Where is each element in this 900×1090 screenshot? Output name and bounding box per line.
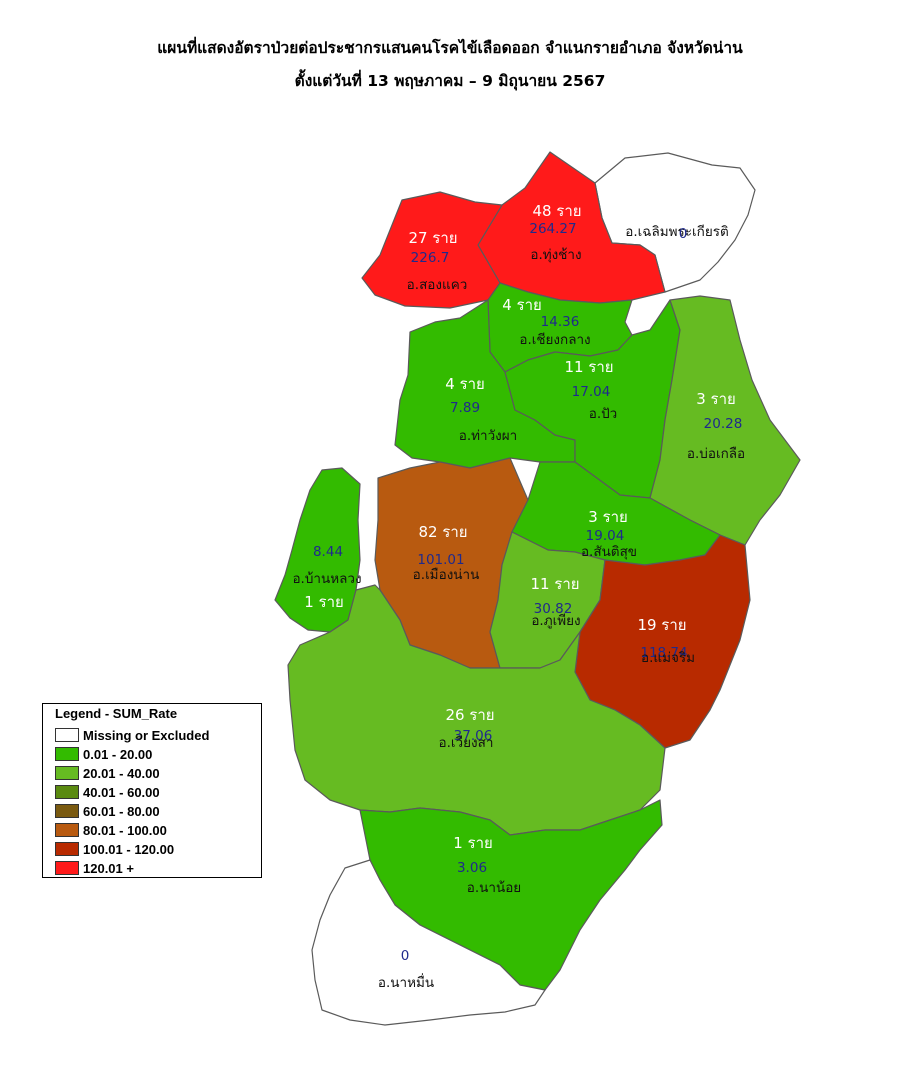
label-name-ban-luang: อ.บ้านหลวง [292,571,361,587]
label-rate-song-khwae: 226.7 [411,250,450,266]
label-count-santi-suk: 3 ราย [588,508,628,526]
legend-label: Missing or Excluded [83,727,210,743]
legend-swatch [55,842,79,856]
label-name-wiang-sa: อ.เวียงสา [439,735,494,751]
legend-label: 20.01 - 40.00 [83,765,160,781]
label-name-thung-chang: อ.ทุ่งช้าง [530,247,581,263]
legend-swatch [55,766,79,780]
legend-item: 80.01 - 100.00 [55,820,167,840]
label-count-pua: 11 ราย [564,358,613,376]
label-rate-ban-luang: 8.44 [313,544,343,560]
title-line-2: ตั้งแต่วันที่ 13 พฤษภาคม – 9 มิถุนายน 25… [294,72,606,90]
label-count-song-khwae: 27 ราย [408,229,457,247]
legend-swatch [55,728,79,742]
label-rate-bo-kluea: 20.28 [704,416,743,432]
label-count-na-noi: 1 ราย [453,834,493,852]
label-name-chiang-klang: อ.เชียงกลาง [519,332,590,348]
district-wiang-sa [287,584,666,836]
label-count-chiang-klang: 4 ราย [502,296,542,314]
label-rate-na-muen: 0 [401,948,410,964]
legend-swatch [55,823,79,837]
map-title: แผนที่แสดงอัตราป่วยต่อประชากรแสนคนโรคไข้… [0,32,900,98]
legend-item: 60.01 - 80.00 [55,801,160,821]
district-ban-luang [274,467,361,633]
legend-swatch [55,804,79,818]
label-name-phu-phiang: อ.ภูเพียง [531,613,580,629]
label-rate-thung-chang: 264.27 [529,221,576,237]
label-name-song-khwae: อ.สองแคว [407,277,468,293]
label-count-mueang-nan: 82 ราย [418,523,467,541]
legend-item: 20.01 - 40.00 [55,763,160,783]
label-name-santi-suk: อ.สันติสุข [581,544,637,560]
label-rate-tha-wang-pha: 7.89 [450,400,480,416]
legend-label: 80.01 - 100.00 [83,822,167,838]
label-name-tha-wang-pha: อ.ท่าวังผา [459,428,518,444]
legend-item: 0.01 - 20.00 [55,744,152,764]
label-count-wiang-sa: 26 ราย [445,706,494,724]
label-name-pua: อ.ปัว [589,406,618,422]
label-rate-na-noi: 3.06 [457,860,487,876]
district-bo-kluea [649,295,801,546]
label-name-bo-kluea: อ.บ่อเกลือ [687,446,745,462]
legend-label: 0.01 - 20.00 [83,746,153,762]
label-rate-pua: 17.04 [572,384,611,400]
label-name-na-muen: อ.นาหมื่น [378,973,434,991]
legend-swatch [55,747,79,761]
label-rate-wiang-sa: 37.06 [454,728,493,744]
legend-item: 100.01 - 120.00 [55,839,174,859]
map-legend: Legend - SUM_Rate Missing or Excluded 0.… [42,703,262,878]
legend-label: 120.01 + [83,860,134,876]
label-rate-santi-suk: 19.04 [586,528,625,544]
label-count-mae-charim: 19 ราย [637,616,686,634]
label-name-chaloem: อ.เฉลิมพระเกียรติ [625,224,729,240]
label-name-mueang-nan: อ.เมืองน่าน [413,567,480,583]
label-rate-mae-charim: 118.74 [640,645,687,661]
legend-label: 40.01 - 60.00 [83,784,160,800]
label-rate-phu-phiang: 30.82 [534,601,573,617]
label-name-na-noi: อ.นาน้อย [467,880,521,896]
label-name-mae-charim: อ.แม่จริม [641,650,695,666]
label-rate-chiang-klang: 14.36 [541,314,580,330]
label-rate-chaloem: 0 [679,226,688,242]
label-rate-mueang-nan: 101.01 [417,552,464,568]
legend-item: 120.01 + [55,858,134,878]
legend-swatch [55,785,79,799]
legend-label: 100.01 - 120.00 [83,841,175,857]
district-labels: อ.เฉลิมพระเกียรติ 0 48 ราย 264.27 อ.ทุ่ง… [292,202,745,991]
label-count-bo-kluea: 3 ราย [696,390,736,408]
label-count-phu-phiang: 11 ราย [530,575,579,593]
label-count-thung-chang: 48 ราย [532,202,581,220]
label-count-ban-luang: 1 ราย [304,593,344,611]
legend-item: 40.01 - 60.00 [55,782,160,802]
title-line-1: แผนที่แสดงอัตราป่วยต่อประชากรแสนคนโรคไข้… [157,39,743,57]
district-regions [274,151,801,1026]
legend-label: 60.01 - 80.00 [83,803,160,819]
legend-title: Legend - SUM_Rate [55,706,178,721]
label-count-tha-wang-pha: 4 ราย [445,375,485,393]
legend-swatch [55,861,79,875]
legend-item: Missing or Excluded [55,725,209,745]
district-na-muen [311,859,546,1026]
